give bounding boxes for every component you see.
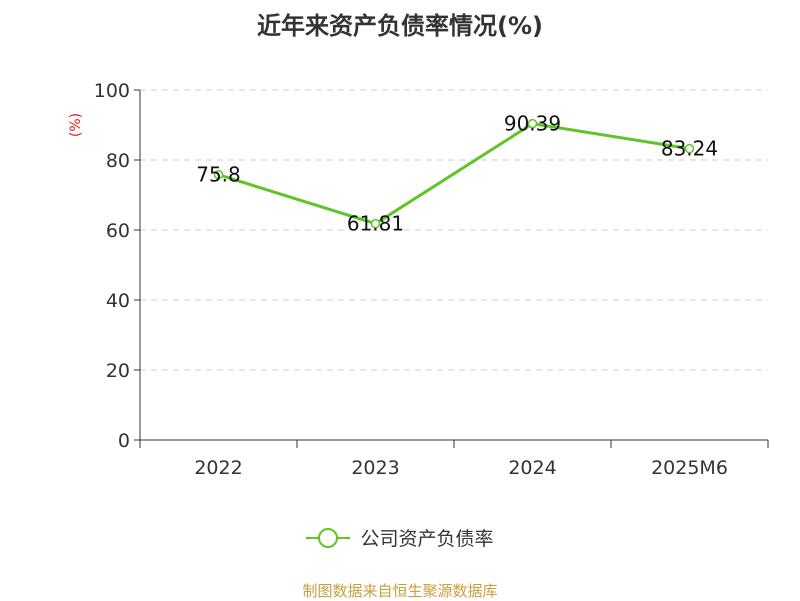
x-tick-label: 2023: [351, 457, 399, 479]
axes: 0 20 40 60 80 100 2022 2023 2024 2025M6: [94, 80, 769, 479]
legend-line-marker-icon: [306, 527, 351, 548]
gridlines: [140, 89, 768, 371]
x-tick-label: 2025M6: [651, 457, 728, 479]
y-tick-label: 100: [94, 80, 130, 102]
y-tick-label: 20: [106, 360, 130, 382]
data-label: 61.81: [347, 212, 404, 236]
data-point[interactable]: [527, 118, 538, 129]
y-tick-label: 0: [118, 430, 130, 452]
y-tick-label: 60: [106, 220, 130, 242]
data-label: 90.39: [504, 112, 561, 136]
source-note: 制图数据来自恒生聚源数据库: [302, 582, 498, 600]
data-point[interactable]: [213, 169, 224, 180]
legend-item[interactable]: 公司资产负债率: [306, 524, 494, 551]
y-tick-label: 40: [106, 290, 130, 312]
data-labels: 75.8 61.81 90.39 83.24: [196, 112, 718, 236]
series-layer: [213, 118, 695, 229]
chart-title: 近年来资产负债率情况(%): [257, 12, 543, 40]
series-line: [218, 122, 690, 226]
data-label: 83.24: [661, 137, 718, 161]
y-tick-label: 80: [106, 150, 130, 172]
data-point[interactable]: [684, 143, 695, 154]
x-tick-label: 2024: [508, 457, 556, 479]
x-tick-label: 2022: [194, 457, 242, 479]
data-label: 75.8: [196, 163, 241, 187]
legend: 公司资产负债率: [0, 524, 800, 555]
legend-label: 公司资产负债率: [360, 528, 494, 550]
data-point[interactable]: [370, 218, 381, 229]
y-axis-label: (%): [68, 113, 84, 137]
